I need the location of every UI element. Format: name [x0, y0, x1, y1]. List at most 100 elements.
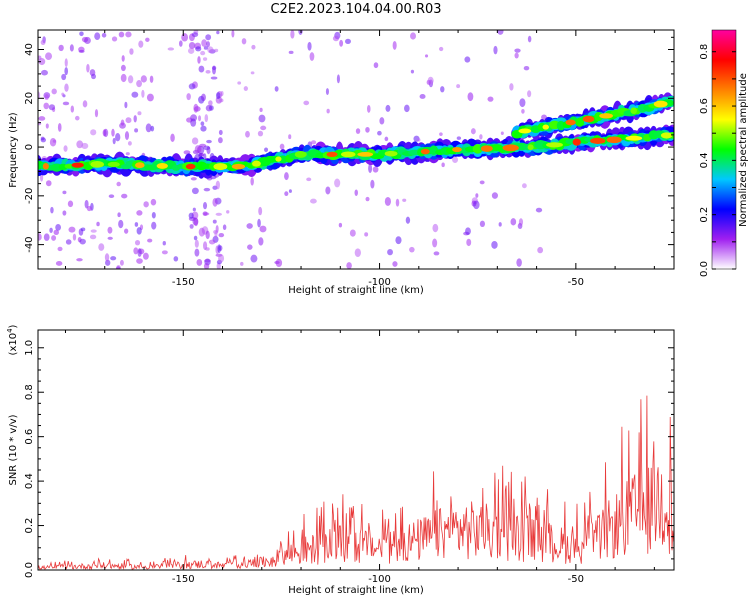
noise-speck: [61, 73, 67, 81]
noise-speck: [518, 218, 524, 226]
noise-speck: [203, 201, 208, 210]
noise-speck: [51, 235, 57, 241]
ridge-0-peak: [420, 148, 430, 155]
figure-title: C2E2.2023.104.04.00.R03: [270, 2, 442, 17]
noise-speck: [441, 162, 445, 168]
ridge-0-peak: [252, 160, 261, 167]
noise-speck: [147, 238, 153, 243]
snr-y-label: SNR (10 * v/v): [8, 414, 19, 485]
noise-speck: [433, 251, 440, 256]
noise-speck: [82, 100, 88, 108]
noise-speck: [136, 227, 142, 235]
noise-speck: [470, 128, 476, 135]
noise-speck: [377, 130, 382, 136]
noise-speck: [107, 226, 113, 234]
noise-speck: [258, 237, 264, 246]
ridge-0-peak: [231, 163, 246, 170]
noise-speck: [384, 136, 389, 142]
noise-speck: [134, 128, 139, 133]
noise-speck: [173, 256, 179, 262]
noise-speck: [191, 187, 199, 195]
noise-speck: [131, 91, 139, 98]
noise-speck: [514, 52, 519, 59]
noise-speck: [62, 210, 67, 216]
noise-speck: [115, 266, 121, 269]
snr-frame: [37, 329, 675, 571]
snr-background: [38, 330, 674, 570]
noise-speck: [405, 216, 411, 224]
noise-speck: [170, 133, 175, 142]
noise-speck: [387, 248, 393, 256]
noise-speck: [141, 89, 145, 98]
noise-speck: [65, 239, 72, 245]
snr-y-axis: 0.0 0.2 0.4 0.6 0.8 1.0: [24, 340, 674, 578]
noise-speck: [288, 134, 292, 140]
noise-speck: [334, 178, 341, 188]
ridge-0-peak: [213, 163, 228, 171]
x-tick-label: -150: [172, 574, 195, 585]
noise-speck: [209, 105, 214, 111]
noise-speck: [167, 47, 175, 51]
noise-speck: [136, 210, 143, 216]
colorbar-tick-label: 0.6: [699, 98, 710, 114]
snr-scale-note: (x104): [6, 324, 19, 355]
noise-speck: [200, 50, 206, 56]
noise-speck: [275, 258, 283, 268]
noise-speck: [137, 248, 142, 257]
ridge-0-peak: [660, 132, 673, 139]
noise-speck: [49, 227, 53, 233]
noise-speck: [365, 126, 370, 133]
noise-speck: [247, 244, 253, 250]
noise-speck: [217, 244, 221, 254]
ridge-0-peak: [357, 151, 374, 157]
noise-speck: [116, 181, 121, 187]
ridge-0-peak: [590, 137, 606, 144]
noise-speck: [260, 125, 267, 131]
noise-speck: [86, 63, 90, 73]
noise-speck: [395, 236, 402, 245]
y-tick-label: 40: [24, 43, 35, 56]
noise-speck: [284, 191, 289, 197]
snr-x-axis: -150 -100 -50: [64, 330, 655, 585]
ridge-0-peak: [340, 151, 356, 158]
snr-panel: -150 -100 -50 0.0 0.2 0.4 0.6 0.8 1.0 Height of…: [6, 324, 675, 596]
noise-speck: [112, 137, 116, 145]
colorbar-bar: [712, 30, 736, 269]
noise-speck: [250, 177, 254, 186]
noise-speck: [259, 107, 263, 112]
noise-speck: [124, 228, 129, 234]
noise-speck: [367, 105, 371, 113]
x-tick-label: -100: [368, 574, 391, 585]
noise-speck: [84, 36, 91, 44]
noise-speck: [491, 192, 498, 199]
noise-speck: [241, 38, 247, 45]
noise-speck: [410, 69, 415, 74]
noise-speck: [117, 212, 121, 218]
noise-speck: [50, 206, 54, 214]
y-tick-label: 0: [24, 144, 35, 150]
noise-speck: [134, 240, 141, 246]
noise-speck: [307, 41, 312, 51]
noise-speck: [245, 130, 250, 138]
noise-speck: [127, 141, 132, 146]
noise-speck: [197, 56, 201, 64]
noise-speck: [258, 114, 266, 123]
noise-speck: [62, 190, 67, 195]
noise-speck: [49, 138, 57, 147]
noise-speck: [194, 248, 200, 257]
noise-speck: [195, 46, 202, 52]
noise-speck: [111, 128, 115, 137]
ridge-0-peak: [71, 162, 84, 168]
spectrogram-frame: [37, 29, 675, 270]
noise-speck: [150, 125, 155, 132]
noise-speck: [487, 96, 494, 102]
noise-speck: [218, 129, 223, 136]
ridge-1-peak: [542, 124, 550, 130]
noise-speck: [194, 145, 202, 154]
noise-speck: [535, 207, 543, 213]
noise-speck: [190, 177, 197, 181]
noise-speck: [473, 200, 480, 210]
noise-speck: [298, 30, 303, 35]
noise-speck: [368, 163, 373, 173]
noise-speck: [162, 240, 166, 246]
